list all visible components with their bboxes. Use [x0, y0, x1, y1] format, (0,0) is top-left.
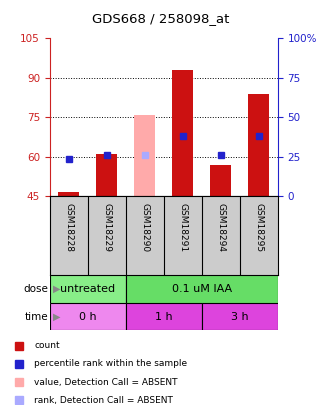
- Bar: [126, 303, 202, 330]
- Bar: [126, 275, 278, 303]
- Text: GSM18290: GSM18290: [140, 203, 149, 252]
- Bar: [58, 192, 79, 196]
- Text: value, Detection Call = ABSENT: value, Detection Call = ABSENT: [34, 377, 178, 387]
- Text: percentile rank within the sample: percentile rank within the sample: [34, 359, 187, 369]
- Text: 0.1 uM IAA: 0.1 uM IAA: [172, 284, 232, 294]
- Bar: [172, 70, 193, 196]
- Text: ▶: ▶: [53, 284, 60, 294]
- Text: count: count: [34, 341, 60, 350]
- Text: GSM18291: GSM18291: [178, 203, 187, 252]
- Bar: [50, 303, 126, 330]
- Text: GSM18295: GSM18295: [254, 203, 263, 252]
- Bar: [202, 303, 278, 330]
- Text: time: time: [24, 312, 48, 322]
- Bar: [96, 154, 117, 196]
- Text: GDS668 / 258098_at: GDS668 / 258098_at: [92, 12, 229, 25]
- Text: GSM18229: GSM18229: [102, 203, 111, 252]
- Text: 3 h: 3 h: [231, 312, 248, 322]
- Text: rank, Detection Call = ABSENT: rank, Detection Call = ABSENT: [34, 396, 173, 405]
- Text: GSM18294: GSM18294: [216, 203, 225, 252]
- Bar: [210, 165, 231, 196]
- Bar: [248, 94, 269, 196]
- Bar: [50, 275, 126, 303]
- Text: ▶: ▶: [53, 312, 60, 322]
- Text: dose: dose: [23, 284, 48, 294]
- Text: 1 h: 1 h: [155, 312, 172, 322]
- Text: untreated: untreated: [60, 284, 115, 294]
- Text: GSM18228: GSM18228: [64, 203, 73, 252]
- Bar: [134, 115, 155, 196]
- Text: 0 h: 0 h: [79, 312, 97, 322]
